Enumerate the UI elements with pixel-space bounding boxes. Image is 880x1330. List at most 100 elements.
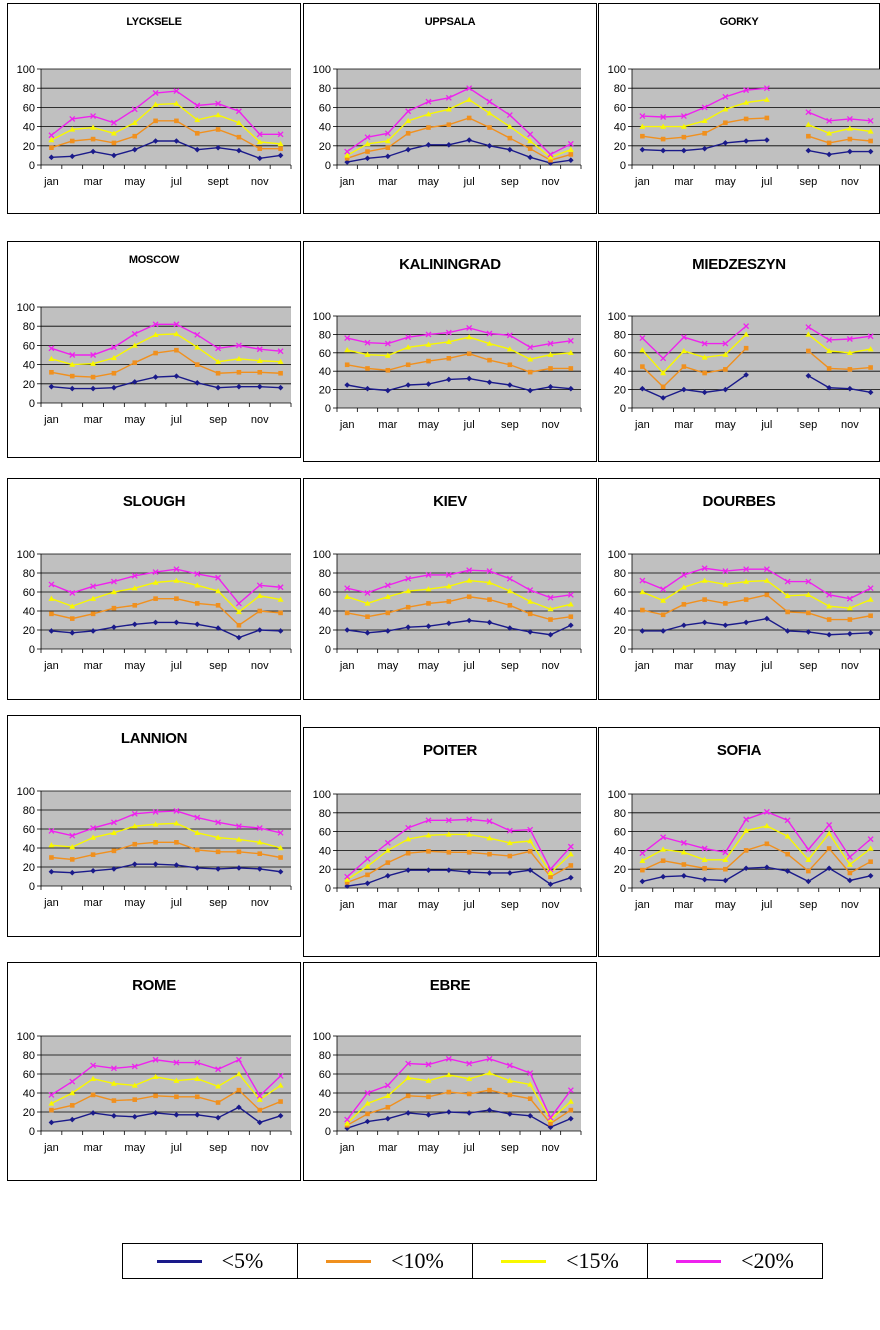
data-point — [466, 849, 472, 855]
y-tick-label: 0 — [29, 160, 35, 172]
data-point — [344, 1125, 350, 1131]
chart-panel-gorky: GORKY 0 20 40 60 80 100 jan mar may jul sep nov — [598, 3, 880, 214]
data-point — [364, 855, 371, 862]
data-point — [365, 1111, 370, 1117]
y-tick-label: 100 — [17, 549, 35, 561]
x-tick-label: may — [377, 660, 398, 672]
data-point — [173, 330, 180, 337]
data-point — [405, 117, 412, 124]
y-tick-label: 80 — [319, 329, 331, 341]
plot-area — [632, 316, 880, 408]
y-tick-label: 100 — [17, 786, 35, 798]
series-line — [51, 597, 281, 627]
data-point — [344, 335, 351, 342]
data-point — [867, 389, 874, 396]
chart-panel-rome: ROME 0 20 40 60 80 100 jan mar may jul sep nov — [7, 962, 301, 1181]
data-point — [660, 114, 667, 120]
y-tick-label: 60 — [319, 102, 331, 114]
series-line — [347, 869, 572, 887]
data-point — [69, 126, 76, 132]
data-point — [385, 1115, 391, 1122]
y-tick-label: 100 — [17, 1031, 35, 1043]
data-point — [110, 344, 117, 351]
y-tick-label: 0 — [620, 160, 626, 172]
x-tick-label: may — [418, 419, 439, 431]
data-point — [90, 583, 97, 590]
x-tick-label: jan — [339, 176, 355, 188]
data-point — [660, 370, 667, 376]
data-point — [507, 362, 513, 368]
data-point — [173, 619, 180, 626]
y-tick-label: 0 — [325, 883, 331, 895]
x-tick-label: jan — [339, 1142, 355, 1154]
data-point — [153, 118, 158, 124]
data-point — [48, 345, 55, 352]
series-pct10 — [640, 841, 873, 876]
data-point — [194, 362, 200, 367]
series-line — [808, 111, 871, 122]
data-point — [152, 1110, 159, 1116]
chart-svg: 0 20 40 60 80 100 jan may may jul sep nov — [313, 549, 582, 672]
y-tick-label: 20 — [319, 1107, 331, 1119]
series-line — [346, 1109, 572, 1129]
data-point — [69, 361, 76, 367]
data-point — [466, 594, 472, 600]
y-tick-label: 20 — [614, 385, 626, 397]
y-tick-label: 0 — [325, 1126, 331, 1138]
data-point — [48, 383, 55, 390]
data-point — [445, 329, 452, 336]
data-point — [48, 628, 55, 634]
data-point — [867, 585, 874, 592]
x-tick-label: sep — [501, 660, 519, 672]
chart-svg: 0 20 40 60 80 100 jan mar may jul sep nov — [608, 789, 880, 911]
x-tick-label: sep — [800, 176, 818, 188]
data-point — [152, 90, 159, 96]
data-point — [48, 1119, 55, 1126]
data-point — [507, 146, 513, 153]
data-point — [722, 340, 729, 347]
data-point — [194, 601, 200, 606]
x-tick-label: sep — [501, 1142, 519, 1154]
x-tick-label: jul — [170, 176, 182, 188]
y-tick-label: 100 — [313, 549, 331, 561]
series-line — [346, 117, 572, 161]
data-point — [385, 1104, 391, 1110]
data-point — [680, 113, 687, 119]
data-point — [256, 357, 263, 363]
data-point — [173, 373, 180, 379]
y-tick-label: 80 — [23, 805, 35, 817]
data-point — [826, 117, 833, 124]
data-point — [173, 1077, 180, 1083]
series-pct10 — [640, 115, 873, 146]
data-point — [785, 851, 790, 857]
y-tick-label: 80 — [23, 321, 35, 333]
data-point — [69, 869, 76, 876]
data-point — [364, 1090, 371, 1096]
series-pct10 — [344, 849, 574, 885]
data-point — [69, 352, 76, 358]
chart-svg: 0 20 40 60 80 100 jan mar may jul sep nov — [313, 1031, 582, 1154]
data-point — [846, 115, 853, 122]
data-point — [567, 146, 574, 152]
x-tick-label: may — [715, 899, 736, 911]
data-point — [194, 1059, 201, 1066]
data-point — [867, 836, 874, 843]
data-point — [466, 351, 472, 357]
data-point — [278, 146, 283, 151]
data-point — [466, 96, 473, 102]
data-point — [69, 1103, 75, 1108]
data-point — [256, 839, 263, 845]
y-tick-label: 80 — [319, 1050, 331, 1062]
data-point — [701, 340, 708, 347]
data-point — [568, 874, 574, 881]
data-point — [256, 592, 263, 598]
data-point — [153, 596, 158, 601]
series-line — [51, 810, 281, 837]
data-point — [364, 155, 371, 162]
data-point — [405, 108, 412, 115]
x-tick-label: jan — [43, 660, 59, 672]
x-tick-label: mar — [378, 899, 397, 911]
data-point — [826, 617, 832, 622]
series-line — [346, 833, 572, 881]
series-line — [346, 87, 572, 156]
